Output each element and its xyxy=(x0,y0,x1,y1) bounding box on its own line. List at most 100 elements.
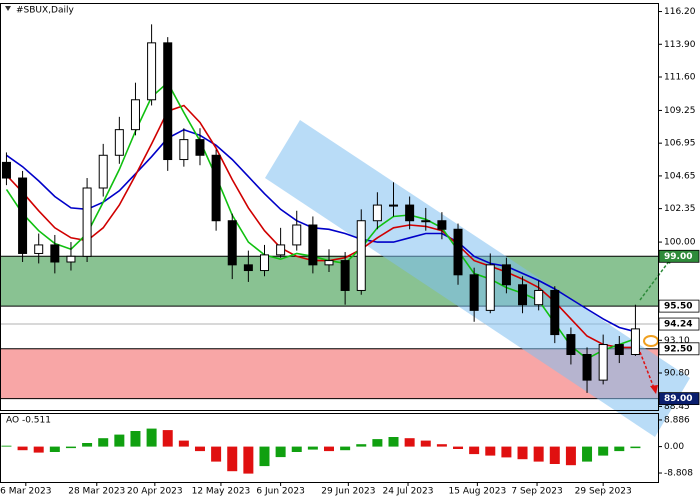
candle-body xyxy=(66,255,76,263)
level-tag-label: 99.00 xyxy=(664,252,692,262)
ao-bar xyxy=(340,446,351,451)
ao-bar xyxy=(17,446,28,451)
ao-bar xyxy=(178,440,189,447)
candle-body xyxy=(469,274,479,311)
price-axis: 116.20 113.90 111.60 109.25 106.95 104.65 102.… xyxy=(0,7,700,497)
candle-body xyxy=(324,260,334,266)
down-arrow-head xyxy=(650,385,658,394)
ao-bar xyxy=(49,446,60,452)
ao-panel: 8.886 0.00 -8.808 xyxy=(1,415,693,479)
candle-body xyxy=(1,161,11,179)
y-tick-label: 113.90 xyxy=(664,40,696,50)
ao-bar xyxy=(324,446,334,452)
ao-bar xyxy=(388,437,399,447)
candle-body xyxy=(518,284,528,306)
ao-bar xyxy=(372,439,383,447)
moving-average xyxy=(6,128,636,333)
ao-bar xyxy=(404,438,415,447)
candle-body xyxy=(598,344,608,381)
down-arrow xyxy=(639,351,655,389)
up-arrow xyxy=(639,259,671,301)
x-tick-label: 20 Apr 2023 xyxy=(127,487,183,497)
x-tick-label: 12 May 2023 xyxy=(192,487,251,497)
level-tag-label: 92.50 xyxy=(664,344,692,354)
level-tag-label: 94.24 xyxy=(664,320,692,330)
x-tick-label: 6 Mar 2023 xyxy=(0,487,51,497)
ao-bar xyxy=(33,446,44,453)
y-tick-label: 90.80 xyxy=(664,369,690,379)
y-tick-label: 116.20 xyxy=(664,7,696,17)
ao-bar xyxy=(598,446,609,456)
candle-body xyxy=(340,260,350,291)
y-tick-label: 111.60 xyxy=(664,73,696,83)
y-tick-label: 93.10 xyxy=(664,336,690,346)
x-tick-label: 7 Sep 2023 xyxy=(511,487,562,497)
ao-bar xyxy=(114,434,125,447)
ao-frame xyxy=(0,413,659,483)
ao-bar xyxy=(162,430,173,447)
y-tick-label: 88.45 xyxy=(664,402,690,412)
ao-bar xyxy=(630,446,641,449)
candle-body xyxy=(372,204,382,222)
candle-body xyxy=(163,42,173,161)
ao-bar xyxy=(420,440,431,447)
chart-title: #SBUX,Daily xyxy=(16,6,74,16)
title-icon xyxy=(5,6,11,11)
ao-bar xyxy=(291,446,302,452)
moving-average xyxy=(5,104,636,349)
level-tag-label: 89.00 xyxy=(664,394,692,404)
candle-body xyxy=(389,204,399,207)
price-plot xyxy=(1,24,640,393)
ao-bar xyxy=(485,446,496,456)
candle-body xyxy=(276,244,286,256)
candle-body xyxy=(259,254,269,272)
y-tick-label: 8.886 xyxy=(664,415,690,425)
ao-bar xyxy=(356,444,367,447)
ao-bar xyxy=(614,446,625,452)
candle-body xyxy=(550,289,560,336)
y-tick-label: 100.00 xyxy=(664,238,696,248)
candle-body xyxy=(566,334,576,356)
ao-bar xyxy=(211,446,222,462)
y-tick-label: 102.35 xyxy=(664,204,696,214)
candle-body xyxy=(534,289,544,306)
candle-body xyxy=(179,139,189,161)
candle-body xyxy=(18,177,28,254)
ao-bar xyxy=(517,446,528,460)
ao-bar xyxy=(501,446,512,458)
ao-bar xyxy=(582,446,593,462)
ao-bar xyxy=(549,446,560,464)
candle-body xyxy=(114,129,124,156)
candle-body xyxy=(356,220,366,291)
ao-bar xyxy=(259,446,270,467)
y-tick-label: -8.808 xyxy=(664,469,693,479)
ao-bar xyxy=(533,446,544,462)
x-tick-label: 28 Mar 2023 xyxy=(68,487,125,497)
candle-body xyxy=(308,224,318,266)
candle-body xyxy=(501,264,511,286)
candle-body xyxy=(211,154,221,222)
ao-bar xyxy=(275,446,286,458)
ao-bar xyxy=(65,446,76,449)
moving-average xyxy=(5,81,636,360)
ao-bar xyxy=(469,446,480,455)
main-frame xyxy=(0,3,659,411)
candle-body xyxy=(195,139,205,156)
y-tick-label: 106.95 xyxy=(664,139,696,149)
candle-body xyxy=(582,354,592,381)
candle-body xyxy=(453,228,463,276)
ao-bar xyxy=(453,446,464,449)
ao-title: AO -0.511 xyxy=(6,416,51,426)
y-tick-label: 0.00 xyxy=(664,442,684,452)
ao-bar xyxy=(130,431,141,447)
candle-body xyxy=(98,154,108,189)
x-tick-label: 6 Jun 2023 xyxy=(256,487,304,497)
candle-body xyxy=(147,42,157,101)
candle-body xyxy=(82,187,92,257)
candle-body xyxy=(34,244,44,254)
candle-body xyxy=(130,99,140,131)
y-tick-label: 109.25 xyxy=(664,106,696,116)
ao-bar xyxy=(146,428,157,447)
